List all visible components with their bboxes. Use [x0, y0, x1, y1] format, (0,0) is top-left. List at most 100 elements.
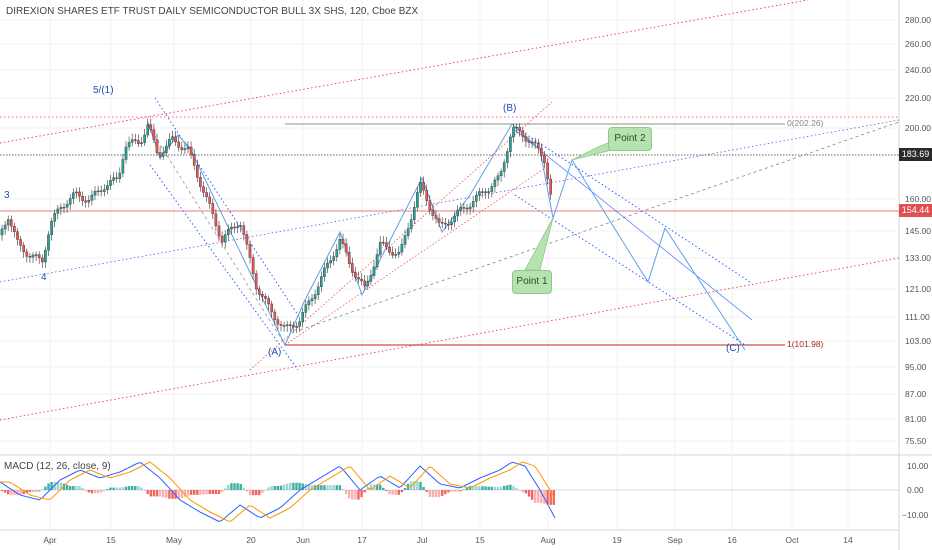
wave-label-a: (A) [268, 347, 282, 358]
candle [409, 213, 413, 233]
macd-bar [530, 490, 534, 500]
price-tick: 95.00 [905, 362, 927, 372]
candlestick-series[interactable] [0, 118, 552, 333]
macd-bar [487, 486, 490, 490]
candle [499, 168, 503, 182]
candle [363, 275, 367, 290]
macd-bar [419, 482, 422, 490]
price-tick: 87.00 [905, 389, 927, 399]
candle [130, 133, 134, 147]
candle [326, 257, 329, 274]
candle [41, 254, 44, 268]
candle [180, 141, 184, 155]
price-tag-upper: 183.69 [899, 148, 932, 161]
candle [425, 184, 429, 206]
candle [121, 153, 125, 178]
macd-bar [295, 482, 298, 490]
lower-channel-line [0, 257, 900, 421]
price-tick: 160.00 [905, 194, 931, 204]
main-pane[interactable] [0, 0, 899, 455]
macd-bar [509, 484, 512, 490]
macd-bar [329, 485, 332, 490]
candle [378, 236, 382, 258]
macd-bar [403, 488, 407, 490]
candle [422, 176, 425, 195]
macd-bar [453, 490, 456, 492]
macd-tick: 0.00 [907, 485, 924, 495]
candle [270, 300, 274, 318]
candle [16, 228, 19, 246]
price-tick: 260.00 [905, 39, 931, 49]
candle [19, 235, 22, 252]
price-tick: 145.00 [905, 226, 931, 236]
candle [22, 241, 26, 258]
candle [155, 133, 159, 156]
candle [34, 251, 38, 262]
macd-histogram [0, 481, 555, 505]
time-label: Jun [296, 535, 310, 545]
macd-bar [19, 490, 22, 496]
signal-line [0, 461, 556, 522]
macd-bar [484, 486, 487, 490]
candle [316, 281, 320, 300]
macd-bar [34, 490, 38, 492]
candle [543, 151, 546, 169]
macd-bar [379, 484, 382, 490]
macd-bar [369, 484, 373, 490]
candle [0, 224, 4, 241]
candle [406, 222, 410, 240]
price-tick: 133.00 [905, 253, 931, 263]
gray-trend-line [299, 121, 900, 331]
macd-bar [447, 490, 450, 493]
macd-bar [298, 482, 301, 490]
candle [527, 137, 531, 149]
macd-bar [65, 484, 69, 490]
macd-bar [103, 490, 106, 491]
candle [351, 257, 354, 277]
macd-bar [357, 490, 360, 500]
candle [304, 300, 308, 319]
macd-bar [93, 490, 97, 494]
candle [478, 187, 481, 202]
macd-bar [84, 490, 87, 491]
macd-bar [239, 484, 242, 490]
time-label: Oct [785, 535, 799, 545]
candle [248, 240, 252, 264]
candle [465, 203, 469, 215]
point2-callout[interactable]: Point 2 [608, 127, 652, 151]
macd-bar [534, 490, 537, 503]
candle [220, 231, 224, 248]
macd-bar [258, 490, 261, 496]
macd-bar [540, 490, 543, 504]
candle [217, 221, 221, 242]
macd-bar [10, 490, 13, 496]
macd-bar [391, 490, 394, 495]
macd-bar [168, 490, 171, 499]
candle [205, 187, 208, 202]
macd-bar [431, 490, 435, 498]
candle [530, 137, 534, 148]
candle [416, 186, 419, 212]
candle [143, 129, 146, 146]
candle [313, 289, 317, 305]
macd-bar [348, 490, 351, 499]
candle [385, 236, 388, 251]
candle [456, 205, 460, 222]
candle [496, 172, 500, 187]
macd-bar [360, 490, 363, 498]
macd-bar [233, 483, 236, 490]
candle [428, 195, 432, 215]
macd-bar [211, 490, 214, 494]
macd-bar [22, 490, 25, 495]
candle [124, 141, 128, 164]
macd-bar [462, 489, 466, 490]
macd-bar [140, 487, 143, 490]
candle [524, 132, 528, 147]
macd-bar [50, 482, 53, 490]
candle [102, 184, 106, 197]
point1-callout[interactable]: Point 1 [512, 270, 552, 294]
candle [56, 204, 60, 220]
macd-bar [90, 490, 94, 494]
candle [490, 183, 494, 198]
